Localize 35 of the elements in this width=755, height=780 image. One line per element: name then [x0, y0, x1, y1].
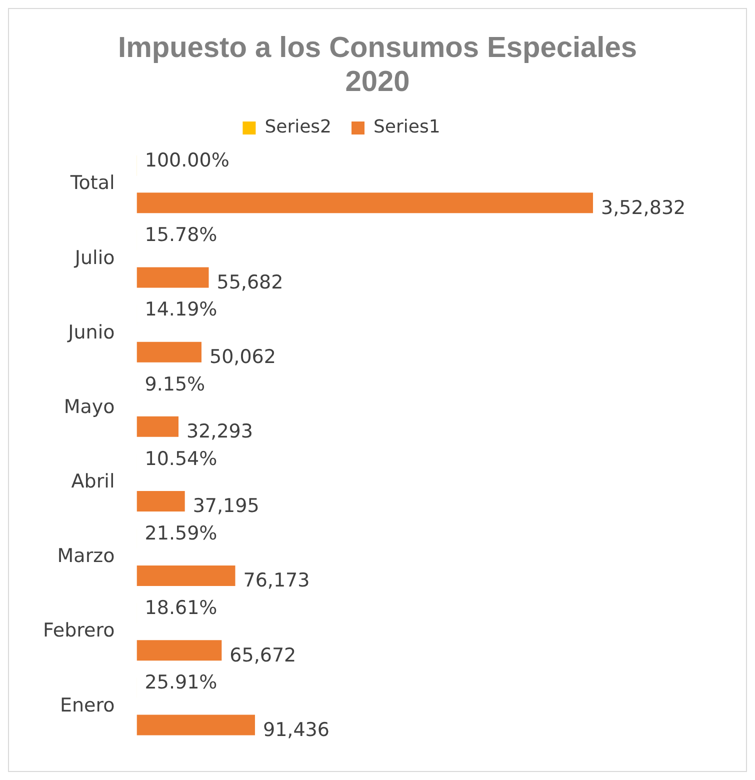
chart-title: Impuesto a los Consumos Especiales 2020: [118, 31, 638, 99]
bar: [136, 192, 594, 214]
y-tick-label: Total: [69, 172, 115, 194]
data-label: 100.00%: [144, 150, 230, 172]
bar: [136, 640, 222, 661]
data-label: 3,52,832: [601, 196, 686, 219]
data-label: 32,293: [186, 420, 253, 443]
data-label: 25.91%: [144, 672, 218, 694]
data-label: 50,062: [209, 346, 276, 368]
y-tick-label: Febrero: [42, 620, 115, 642]
data-label: 37,195: [192, 495, 260, 518]
data-label: 21.59%: [144, 522, 218, 544]
y-tick-label: Marzo: [57, 545, 115, 568]
data-label: 9.15%: [144, 373, 206, 396]
bar: [136, 416, 178, 437]
data-label: 18.61%: [144, 597, 218, 620]
data-label: 91,436: [262, 718, 330, 741]
data-label: 15.78%: [144, 224, 218, 246]
data-label: 10.54%: [144, 448, 218, 470]
bar: [136, 566, 236, 586]
data-label: 55,682: [216, 271, 284, 294]
data-label: 14.19%: [144, 298, 218, 321]
data-label: 76,173: [243, 570, 310, 592]
bar: [136, 342, 202, 362]
bar: [136, 490, 185, 512]
y-tick-label: Julio: [74, 246, 115, 269]
y-tick-label: Enero: [60, 694, 115, 716]
y-tick-label: Mayo: [64, 396, 115, 418]
y-tick-label: Junio: [67, 321, 115, 344]
y-tick-label: Abril: [71, 470, 115, 493]
legend-label: Series2: [264, 116, 332, 138]
legend-label: Series1: [374, 116, 440, 138]
data-label: 65,672: [230, 644, 296, 666]
bar: [136, 267, 209, 288]
bar: [136, 714, 255, 736]
